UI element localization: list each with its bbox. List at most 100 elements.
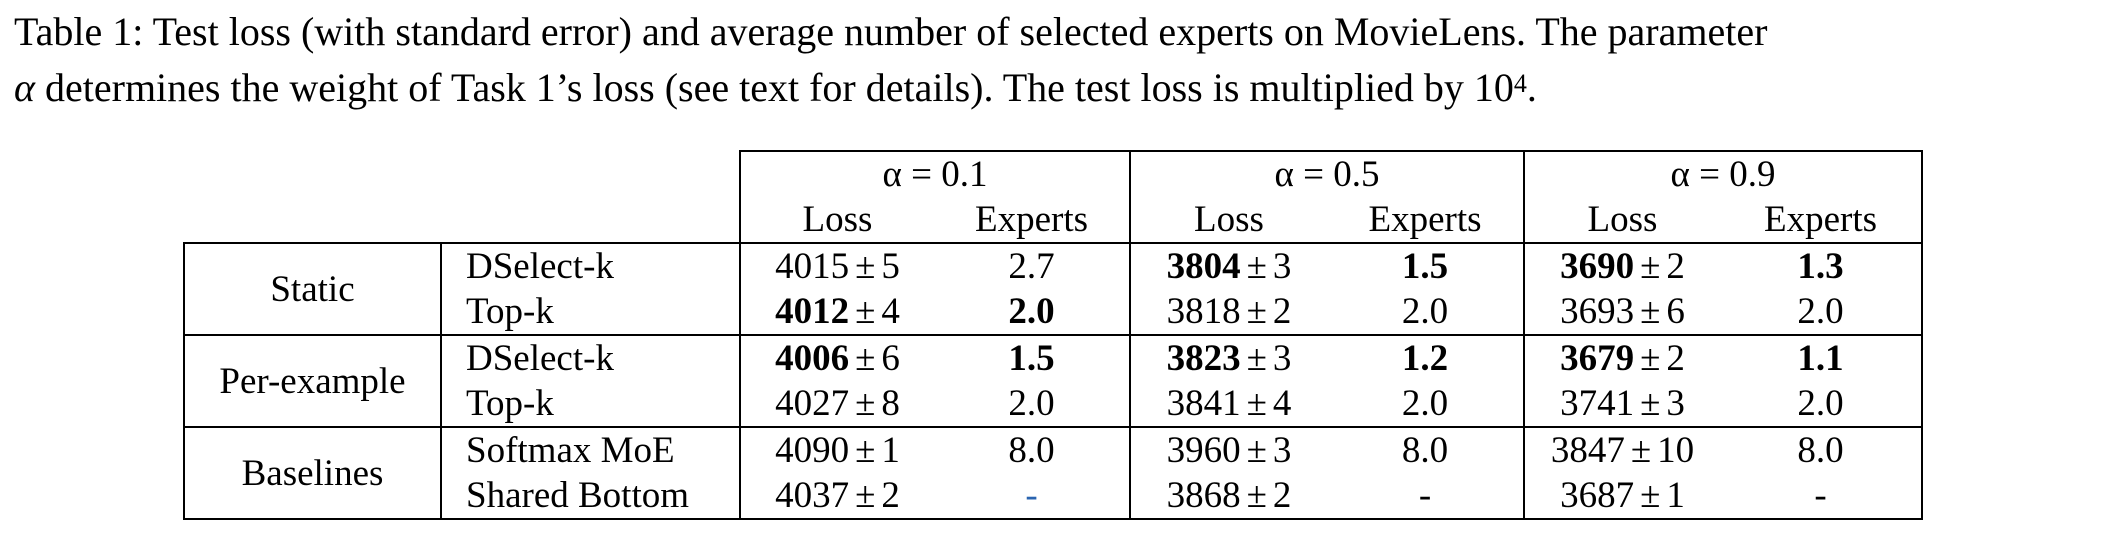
plus-minus-sign: ± <box>1246 383 1267 424</box>
experts-cell: 8.0 <box>934 426 1130 473</box>
loss-mean: 3841 <box>1166 383 1241 424</box>
loss-standard-error: 3 <box>1272 338 1292 379</box>
empty-header-cell <box>184 197 740 243</box>
loss-standard-error: 6 <box>1666 291 1685 332</box>
plus-minus-sign: ± <box>1640 475 1661 516</box>
loss-cell: 3823 ±3 <box>1129 334 1327 381</box>
loss-standard-error: 2 <box>1666 246 1685 287</box>
empty-header-cell <box>184 151 740 197</box>
method-name: Top-k <box>466 291 554 332</box>
table-caption: Table 1: Test loss (with standard error)… <box>14 4 2114 116</box>
method-name: DSelect-k <box>441 334 740 381</box>
experts-cell: - <box>934 473 1130 520</box>
plus-minus-sign: ± <box>1640 383 1661 424</box>
table-row: Shared Bottom 4037 ±2-3868 ±2-3687 ±1- <box>184 473 1923 520</box>
experts-cell: 2.7 <box>934 242 1130 289</box>
plus-minus-sign: ± <box>1246 430 1267 471</box>
loss-standard-error: 6 <box>881 338 900 379</box>
loss-standard-error: 3 <box>1272 430 1292 471</box>
caption-line-2: α determines the weight of Task 1’s loss… <box>14 60 2114 116</box>
experts-value: - <box>1814 475 1827 516</box>
plus-minus-sign: ± <box>855 246 876 287</box>
loss-cell: 3679 ±2 <box>1523 334 1720 381</box>
loss-mean: 4037 <box>775 475 850 516</box>
experts-cell: 1.1 <box>1720 334 1923 381</box>
plus-minus-sign: ± <box>855 475 876 516</box>
loss-mean: 3804 <box>1166 246 1241 287</box>
section-label: Static <box>183 242 442 335</box>
loss-standard-error: 5 <box>881 246 900 287</box>
loss-standard-error: 4 <box>1272 383 1292 424</box>
loss-mean: 4027 <box>775 383 850 424</box>
experts-cell: 1.3 <box>1720 242 1923 289</box>
section-label: Baselines <box>183 426 442 520</box>
experts-cell: 1.5 <box>934 334 1130 381</box>
header-row-columns: Loss Experts Loss Experts Loss Experts <box>184 197 1923 243</box>
experts-value: 1.2 <box>1401 338 1449 379</box>
plus-minus-sign: ± <box>855 383 876 424</box>
experts-value: 2.0 <box>1008 383 1055 424</box>
group-header: α = 0.1 <box>739 150 1130 197</box>
experts-value: 8.0 <box>1008 430 1055 471</box>
plus-minus-sign: ± <box>1640 338 1661 379</box>
caption-text-1: Test loss (with standard error) and aver… <box>152 9 1768 54</box>
experts-cell: 2.0 <box>934 381 1130 427</box>
experts-cell: 2.0 <box>1720 381 1923 427</box>
experts-cell: 2.0 <box>1327 381 1524 427</box>
experts-value: 1.5 <box>1401 246 1449 287</box>
experts-value: 8.0 <box>1401 430 1449 471</box>
loss-cell: 3868 ±2 <box>1129 473 1327 520</box>
experts-cell: - <box>1327 473 1524 520</box>
plus-minus-sign: ± <box>1246 475 1267 516</box>
experts-cell: 1.5 <box>1327 242 1524 289</box>
loss-cell: 4006 ±6 <box>739 334 934 381</box>
loss-standard-error: 4 <box>881 291 900 332</box>
loss-cell: 3690 ±2 <box>1523 242 1720 289</box>
loss-cell: 3693 ±6 <box>1523 289 1720 335</box>
loss-cell: 4027 ±8 <box>739 381 934 427</box>
experts-cell: 2.0 <box>1327 289 1524 335</box>
table-row: Static DSelect-k 4015 ±5 2.7 3804 ±3 1.5 3690 ±2 1… <box>183 242 1923 335</box>
loss-cell: 3687 ±1 <box>1523 473 1720 520</box>
table-row: Baselines Softmax MoE 4090 ±1 8.0 3960 ±3 8.0 38… <box>183 426 1923 520</box>
plus-minus-sign: ± <box>855 430 876 471</box>
experts-value: 1.3 <box>1797 246 1844 287</box>
experts-value: 2.0 <box>1797 291 1844 332</box>
loss-cell: 4037 ±2 <box>739 473 934 520</box>
loss-standard-error: 10 <box>1657 430 1695 471</box>
method-name: DSelect-k <box>441 242 740 289</box>
alpha-symbol: α <box>14 65 35 110</box>
loss-mean: 3847 <box>1550 430 1625 471</box>
header-row-groups: α = 0.1 α = 0.5 α = 0.9 <box>184 150 1923 197</box>
experts-value: 1.1 <box>1797 338 1844 379</box>
loss-mean: 3868 <box>1166 475 1241 516</box>
loss-standard-error: 2 <box>1272 291 1292 332</box>
results-table: α = 0.1 α = 0.5 α = 0.9 Loss Experts Loss Expe… <box>183 150 1923 520</box>
experts-cell: - <box>1720 473 1923 520</box>
experts-value: - <box>1418 475 1432 516</box>
plus-minus-sign: ± <box>1246 246 1267 287</box>
experts-value: 1.5 <box>1008 338 1055 379</box>
loss-cell: 3804 ±3 <box>1129 242 1327 289</box>
loss-cell: 4090 ±1 <box>739 426 934 473</box>
loss-cell: 3741 ±3 <box>1523 381 1720 427</box>
loss-standard-error: 3 <box>1666 383 1685 424</box>
experts-value: 2.0 <box>1401 291 1449 332</box>
loss-mean: 3679 <box>1560 338 1635 379</box>
experts-cell: 2.0 <box>934 289 1130 335</box>
loss-cell: 3818 ±2 <box>1129 289 1327 335</box>
loss-standard-error: 2 <box>881 475 900 516</box>
experts-cell: 8.0 <box>1720 426 1923 473</box>
plus-minus-sign: ± <box>1246 291 1267 332</box>
caption-exponent: 4 <box>1513 69 1527 98</box>
loss-standard-error: 8 <box>881 383 900 424</box>
caption-line-1: Table 1: Test loss (with standard error)… <box>14 4 2114 60</box>
plus-minus-sign: ± <box>855 291 876 332</box>
caption-end: . <box>1526 65 1537 110</box>
loss-standard-error: 2 <box>1666 338 1685 379</box>
method-name: Softmax MoE <box>441 426 740 473</box>
experts-cell: 1.2 <box>1327 334 1524 381</box>
column-header: Experts <box>1368 199 1482 240</box>
loss-cell: 3847 ±10 <box>1523 426 1720 473</box>
experts-value: 2.0 <box>1008 291 1055 332</box>
